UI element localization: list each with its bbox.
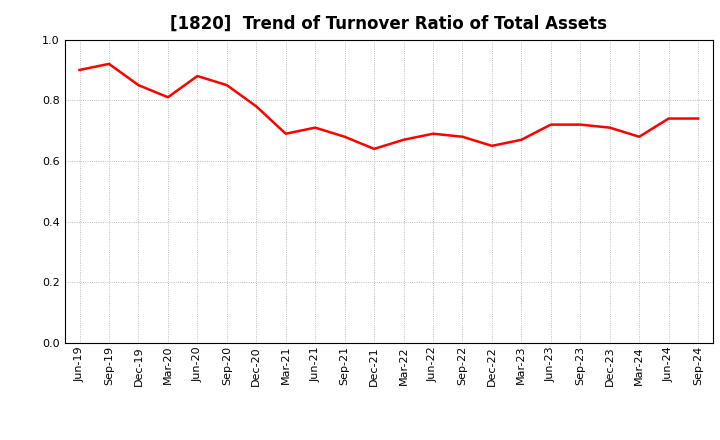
Title: [1820]  Trend of Turnover Ratio of Total Assets: [1820] Trend of Turnover Ratio of Total … [171,15,607,33]
